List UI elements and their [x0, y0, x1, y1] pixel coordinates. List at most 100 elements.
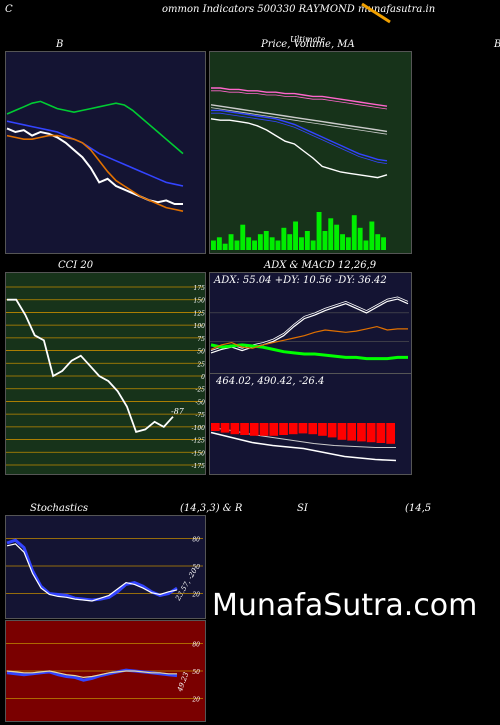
volume-bar	[369, 221, 375, 250]
volume-bar	[334, 224, 340, 250]
macd-histogram-bar	[269, 423, 279, 436]
price-series-band-1	[211, 112, 388, 164]
cci-line	[7, 298, 174, 433]
macd-histogram-bar	[259, 423, 269, 436]
volume-bar	[351, 215, 357, 250]
volume-bar	[310, 240, 316, 250]
adx-readout: ADX: 55.04 +DY: 10.56 -DY: 36.42	[214, 275, 387, 286]
macd-histogram-bar	[279, 423, 288, 435]
macd-histogram-bar	[249, 423, 259, 436]
macd-histogram-bar	[220, 423, 230, 433]
cci-tick-label: 175	[194, 285, 206, 292]
price-series-line-0	[211, 87, 388, 107]
macd-histogram-bar	[347, 423, 356, 441]
cci-tick-label: 25	[196, 361, 205, 368]
volume-bar	[222, 243, 228, 250]
cci-title: CCI 20	[58, 260, 94, 271]
volume-bar	[299, 237, 304, 250]
macd-histogram-bar	[376, 423, 386, 443]
macd-histogram-bar	[298, 423, 308, 434]
volume-bar	[263, 231, 269, 250]
macd-readout: 464.02, 490.42, -26.4	[216, 376, 325, 387]
macd-histogram-bar	[288, 423, 298, 435]
volume-bar	[304, 231, 310, 250]
bollinger-series-line-0	[6, 127, 183, 205]
rsi-series-line-1	[6, 670, 177, 679]
macd-histogram-bar	[240, 423, 249, 435]
price-panel	[209, 51, 412, 254]
volume-bar	[228, 234, 234, 250]
volume-bar	[252, 240, 257, 250]
cci-tick-label: -50	[195, 399, 205, 406]
cci-tick-label: -25	[195, 387, 205, 394]
rsi-tick-label: 20	[191, 697, 200, 704]
header-accent-stroke	[360, 2, 394, 24]
stochastics-tick-label: 80	[192, 536, 200, 543]
volume-bar	[281, 227, 287, 250]
cci-tick-label: 0	[201, 374, 205, 381]
price-edge-label: B	[494, 39, 500, 50]
bollinger-title: B	[56, 39, 64, 50]
adx-series-line-2	[210, 325, 408, 350]
stochastics-params: (14,3,3) & R	[180, 503, 243, 514]
stochastics-panel	[5, 515, 206, 619]
bollinger-series-line-2	[6, 100, 184, 155]
cci-tick-label: 125	[194, 310, 206, 317]
bollinger-panel	[5, 51, 206, 254]
cci-tick-label: -150	[192, 450, 206, 457]
cci-tick-label: 100	[194, 323, 206, 330]
macd-histogram-bar	[386, 423, 395, 444]
price-title-overlay: Ultimate	[290, 35, 326, 44]
cci-tick-label: 75	[197, 336, 205, 343]
macd-histogram-bar	[318, 423, 327, 436]
adx-series-line-1	[210, 343, 408, 361]
corner-label: C	[5, 4, 13, 15]
volume-bar	[257, 234, 263, 250]
adx-series-band	[210, 296, 409, 351]
rsi-tick-label: 50	[192, 669, 200, 676]
volume-bar	[275, 240, 281, 250]
bollinger-series-line-3	[6, 134, 184, 212]
rsi-tick-label: 80	[192, 641, 200, 648]
volume-bar	[269, 237, 275, 250]
bollinger-series-line-1	[6, 120, 184, 187]
price-series-band-0	[211, 90, 388, 110]
volume-bar	[316, 212, 322, 250]
volume-bar	[375, 234, 381, 250]
stochastics-series-line-1	[6, 543, 178, 602]
stochastics-series-line-0	[6, 538, 178, 602]
volume-bar	[322, 231, 328, 250]
rsi-series-line-0	[6, 668, 178, 682]
volume-bar	[211, 240, 216, 250]
cci-last-value: -87	[171, 407, 184, 416]
macd-histogram-bar	[230, 423, 240, 435]
price-series-line-2	[210, 104, 388, 133]
volume-bar	[340, 234, 345, 250]
volume-bar	[216, 237, 222, 250]
price-title: Price, Volume, MA	[261, 39, 355, 50]
volume-bar	[234, 240, 240, 250]
volume-bar	[381, 237, 386, 250]
macd-histogram-bar	[327, 423, 337, 438]
rsi-params: (14,5	[405, 503, 432, 514]
cci-tick-label: 150	[194, 298, 206, 305]
volume-bar	[363, 240, 369, 250]
cci-tick-label: -100	[192, 425, 206, 432]
stochastics-title: Stochastics	[30, 503, 88, 514]
stochastics-tick-label: 50	[192, 564, 200, 571]
price-series-band-2	[210, 107, 388, 135]
macd-histogram-bar	[337, 423, 347, 440]
volume-bar	[240, 224, 246, 250]
volume-bar	[293, 221, 298, 250]
macd-line	[210, 431, 397, 462]
volume-bar	[246, 237, 252, 250]
page-title: ommon Indicators 500330 RAYMOND munafasu…	[162, 4, 436, 15]
volume-bar	[345, 237, 351, 250]
stochastics-tick-label: 20	[191, 592, 200, 599]
rsi-title: SI	[297, 503, 308, 514]
adx-title: ADX & MACD 12,26,9	[264, 260, 377, 271]
volume-bar	[328, 218, 334, 250]
cci-tick-label: 50	[197, 349, 205, 356]
volume-bar	[357, 227, 363, 250]
